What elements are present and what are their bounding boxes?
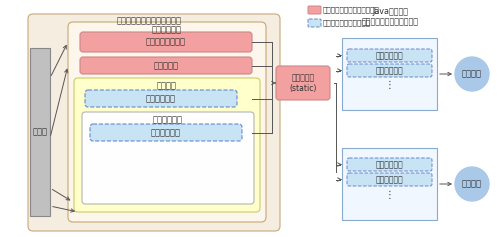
Text: ⋮: ⋮	[384, 80, 394, 90]
FancyBboxPatch shape	[308, 19, 321, 27]
Text: ヒープ領域（共有メモリー）: ヒープ領域（共有メモリー）	[116, 17, 182, 26]
Text: ローカル変数: ローカル変数	[376, 51, 404, 60]
Text: ローカル変数: ローカル変数	[376, 66, 404, 75]
Text: ブロック構造: ブロック構造	[153, 115, 183, 124]
Text: インスタンス: インスタンス	[152, 26, 182, 35]
Text: ：スレッドセーフでない変数: ：スレッドセーフでない変数	[323, 7, 380, 13]
Text: スレッド: スレッド	[462, 69, 482, 78]
Text: メソッド: メソッド	[157, 82, 177, 91]
Text: ローカル変数: ローカル変数	[376, 160, 404, 169]
FancyBboxPatch shape	[347, 173, 432, 186]
Text: Javaスタック
（スレッド固有メモリー）: Javaスタック （スレッド固有メモリー）	[362, 7, 418, 27]
FancyBboxPatch shape	[85, 90, 237, 107]
FancyBboxPatch shape	[347, 49, 432, 62]
Text: インスタンス変数: インスタンス変数	[146, 37, 186, 46]
Text: ローカル変数: ローカル変数	[376, 175, 404, 184]
FancyBboxPatch shape	[28, 14, 280, 231]
FancyBboxPatch shape	[308, 6, 321, 14]
Text: ローカル変数: ローカル変数	[151, 128, 181, 137]
Text: クラス変数
(static): クラス変数 (static)	[290, 73, 316, 93]
Bar	[30, 48, 50, 216]
FancyBboxPatch shape	[80, 57, 252, 74]
Text: クラス変数: クラス変数	[154, 61, 178, 70]
Circle shape	[455, 57, 489, 91]
FancyBboxPatch shape	[82, 112, 254, 204]
FancyBboxPatch shape	[347, 158, 432, 171]
FancyBboxPatch shape	[74, 78, 260, 212]
Bar	[342, 148, 437, 220]
Bar	[342, 38, 437, 110]
Text: スレッド: スレッド	[462, 179, 482, 188]
Text: クラス: クラス	[32, 128, 48, 137]
FancyBboxPatch shape	[347, 64, 432, 77]
FancyBboxPatch shape	[276, 66, 330, 100]
Circle shape	[455, 167, 489, 201]
Text: ：スレッドセーフな変数: ：スレッドセーフな変数	[323, 20, 371, 26]
Text: ⋮: ⋮	[384, 190, 394, 200]
FancyBboxPatch shape	[68, 22, 266, 222]
FancyBboxPatch shape	[80, 32, 252, 52]
FancyBboxPatch shape	[90, 124, 242, 141]
Text: ローカル変数: ローカル変数	[146, 94, 176, 103]
